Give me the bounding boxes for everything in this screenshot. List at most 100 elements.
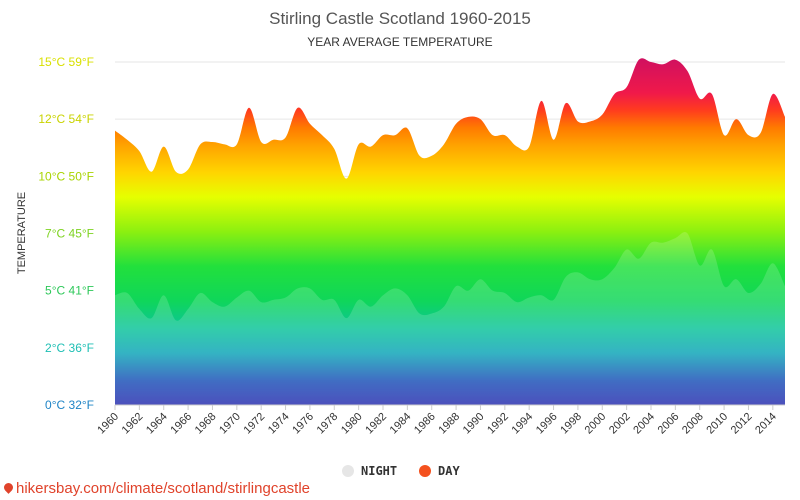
night-point[interactable] — [369, 305, 373, 309]
night-point[interactable] — [515, 300, 519, 304]
day-point[interactable] — [734, 117, 738, 121]
day-point[interactable] — [259, 140, 263, 144]
day-point[interactable] — [625, 85, 629, 89]
night-point[interactable] — [223, 305, 227, 309]
day-point[interactable] — [710, 92, 714, 96]
day-point[interactable] — [174, 170, 178, 174]
day-point[interactable] — [113, 129, 117, 133]
day-point[interactable] — [564, 101, 568, 105]
night-point[interactable] — [503, 291, 507, 295]
night-point[interactable] — [612, 266, 616, 270]
night-point[interactable] — [454, 284, 458, 288]
day-point[interactable] — [637, 58, 641, 62]
night-point[interactable] — [564, 275, 568, 279]
day-point[interactable] — [649, 60, 653, 64]
day-point[interactable] — [150, 170, 154, 174]
night-point[interactable] — [393, 286, 397, 290]
day-point[interactable] — [539, 99, 543, 103]
night-point[interactable] — [771, 261, 775, 265]
night-point[interactable] — [576, 270, 580, 274]
day-point[interactable] — [686, 69, 690, 73]
day-point[interactable] — [759, 131, 763, 135]
day-point[interactable] — [381, 133, 385, 137]
night-point[interactable] — [137, 307, 141, 311]
day-point[interactable] — [271, 138, 275, 142]
night-point[interactable] — [357, 298, 361, 302]
day-point[interactable] — [332, 147, 336, 151]
day-point[interactable] — [552, 138, 556, 142]
day-point[interactable] — [162, 145, 166, 149]
day-point[interactable] — [320, 133, 324, 137]
day-point[interactable] — [247, 106, 251, 110]
night-point[interactable] — [552, 298, 556, 302]
day-point[interactable] — [503, 133, 507, 137]
day-point[interactable] — [600, 113, 604, 117]
day-point[interactable] — [357, 142, 361, 146]
day-point[interactable] — [344, 177, 348, 181]
night-point[interactable] — [600, 277, 604, 281]
day-point[interactable] — [223, 142, 227, 146]
night-point[interactable] — [783, 284, 787, 288]
night-point[interactable] — [491, 289, 495, 293]
day-point[interactable] — [235, 142, 239, 146]
night-point[interactable] — [686, 232, 690, 236]
night-point[interactable] — [588, 277, 592, 281]
night-point[interactable] — [186, 307, 190, 311]
night-point[interactable] — [746, 291, 750, 295]
night-point[interactable] — [284, 296, 288, 300]
night-point[interactable] — [235, 296, 239, 300]
day-point[interactable] — [186, 167, 190, 171]
day-point[interactable] — [393, 133, 397, 137]
legend-item-day[interactable]: DAY — [419, 464, 460, 478]
day-point[interactable] — [478, 117, 482, 121]
night-point[interactable] — [381, 293, 385, 297]
night-point[interactable] — [759, 282, 763, 286]
night-point[interactable] — [405, 293, 409, 297]
day-point[interactable] — [576, 119, 580, 123]
night-point[interactable] — [247, 289, 251, 293]
day-point[interactable] — [515, 145, 519, 149]
night-point[interactable] — [259, 300, 263, 304]
day-point[interactable] — [454, 122, 458, 126]
night-point[interactable] — [442, 305, 446, 309]
day-point[interactable] — [430, 154, 434, 158]
night-point[interactable] — [296, 286, 300, 290]
day-point[interactable] — [783, 115, 787, 119]
night-point[interactable] — [344, 316, 348, 320]
source-link[interactable]: hikersbay.com/climate/scotland/stirlingc… — [2, 480, 310, 497]
night-point[interactable] — [308, 286, 312, 290]
night-point[interactable] — [722, 284, 726, 288]
night-point[interactable] — [625, 248, 629, 252]
night-point[interactable] — [210, 300, 214, 304]
day-point[interactable] — [673, 58, 677, 62]
night-point[interactable] — [198, 291, 202, 295]
night-point[interactable] — [661, 241, 665, 245]
night-point[interactable] — [332, 298, 336, 302]
day-point[interactable] — [308, 122, 312, 126]
night-point[interactable] — [734, 277, 738, 281]
night-point[interactable] — [649, 241, 653, 245]
day-point[interactable] — [698, 97, 702, 101]
day-point[interactable] — [612, 92, 616, 96]
day-point[interactable] — [442, 142, 446, 146]
legend-item-night[interactable]: NIGHT — [342, 464, 397, 478]
day-point[interactable] — [491, 133, 495, 137]
day-point[interactable] — [125, 138, 129, 142]
day-point[interactable] — [466, 115, 470, 119]
night-point[interactable] — [527, 296, 531, 300]
night-point[interactable] — [162, 293, 166, 297]
day-point[interactable] — [284, 135, 288, 139]
night-point[interactable] — [539, 293, 543, 297]
day-point[interactable] — [137, 149, 141, 153]
night-point[interactable] — [418, 312, 422, 316]
day-point[interactable] — [661, 62, 665, 66]
day-point[interactable] — [722, 133, 726, 137]
night-point[interactable] — [430, 312, 434, 316]
night-point[interactable] — [673, 236, 677, 240]
night-point[interactable] — [320, 298, 324, 302]
night-point[interactable] — [710, 248, 714, 252]
day-point[interactable] — [210, 140, 214, 144]
day-point[interactable] — [296, 106, 300, 110]
day-point[interactable] — [405, 126, 409, 130]
night-point[interactable] — [125, 291, 129, 295]
